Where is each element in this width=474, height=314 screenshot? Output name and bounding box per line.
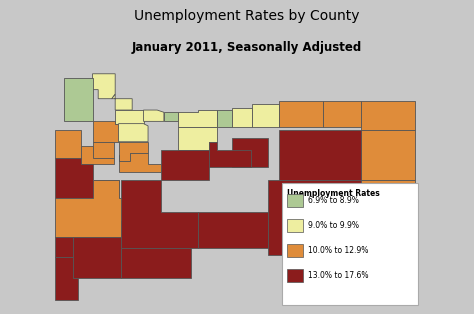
Text: 9.0% to 9.9%: 9.0% to 9.9% (308, 221, 359, 230)
Polygon shape (92, 74, 115, 99)
Polygon shape (361, 180, 416, 255)
Polygon shape (268, 180, 361, 255)
Polygon shape (161, 150, 209, 180)
Polygon shape (73, 237, 121, 278)
Bar (287, 194, 303, 208)
Polygon shape (209, 142, 251, 167)
Polygon shape (361, 101, 416, 130)
Polygon shape (177, 110, 217, 127)
Polygon shape (64, 78, 92, 122)
Polygon shape (121, 237, 191, 278)
Polygon shape (118, 124, 148, 142)
Polygon shape (112, 94, 132, 110)
Polygon shape (252, 104, 280, 127)
Polygon shape (92, 122, 118, 142)
Polygon shape (232, 138, 268, 167)
Bar (287, 269, 303, 282)
Text: 6.9% to 8.9%: 6.9% to 8.9% (308, 196, 359, 205)
Bar (282, 182, 418, 305)
Text: 13.0% to 17.6%: 13.0% to 17.6% (308, 271, 368, 280)
Polygon shape (55, 237, 73, 257)
Polygon shape (55, 180, 130, 237)
Bar (287, 219, 303, 232)
Text: January 2011, Seasonally Adjusted: January 2011, Seasonally Adjusted (131, 41, 362, 54)
Polygon shape (55, 130, 81, 158)
Polygon shape (322, 101, 361, 127)
Polygon shape (217, 110, 232, 127)
Polygon shape (118, 153, 161, 172)
Polygon shape (92, 142, 114, 158)
Text: 10.0% to 12.9%: 10.0% to 12.9% (308, 246, 368, 255)
Polygon shape (361, 130, 416, 180)
Text: Unemployment Rates: Unemployment Rates (287, 189, 380, 198)
Polygon shape (115, 110, 144, 124)
Polygon shape (232, 108, 252, 127)
Polygon shape (144, 110, 164, 122)
Text: Unemployment Rates by County: Unemployment Rates by County (134, 9, 359, 24)
Polygon shape (177, 127, 217, 150)
Polygon shape (280, 130, 361, 180)
Polygon shape (55, 158, 118, 198)
Polygon shape (280, 101, 322, 127)
Polygon shape (198, 212, 268, 248)
Polygon shape (164, 112, 177, 122)
Polygon shape (55, 257, 78, 300)
Bar (287, 244, 303, 257)
Polygon shape (81, 146, 114, 165)
Polygon shape (118, 142, 148, 161)
Polygon shape (121, 180, 198, 248)
